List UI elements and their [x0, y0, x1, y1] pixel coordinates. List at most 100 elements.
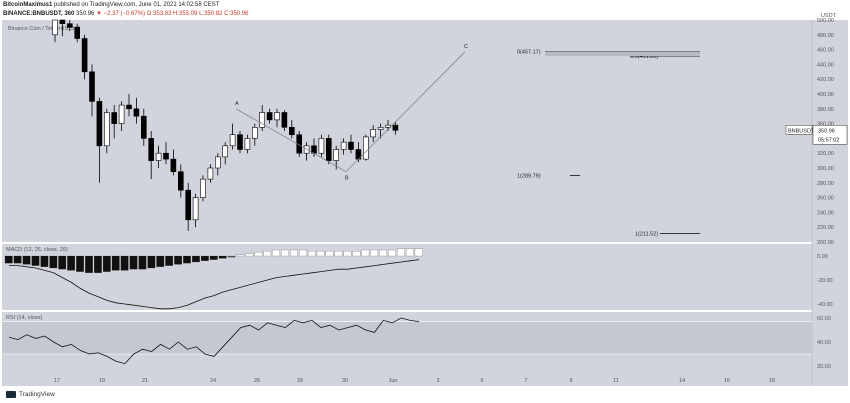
- price-tick-label: 460.00: [817, 48, 834, 54]
- macd-histogram-bar: [31, 255, 40, 266]
- price-tag-symbol-text: BNBUSDT: [788, 128, 815, 134]
- wave-label-b: B: [345, 176, 349, 182]
- level-label: 1(211.52): [635, 231, 658, 237]
- candle-body: [74, 27, 80, 39]
- candle-body: [178, 171, 184, 191]
- candle-body: [274, 112, 280, 121]
- macd-tick-label: 0.00: [817, 254, 828, 260]
- time-tick-label: 9: [569, 378, 572, 384]
- time-tick-label: 30: [342, 378, 348, 384]
- candle-body: [104, 112, 110, 147]
- time-tick-label: 18: [769, 378, 775, 384]
- symbol-name[interactable]: BINANCE:BNBUSDT, 360: [3, 11, 75, 17]
- macd-histogram-bar: [397, 248, 405, 257]
- macd-histogram-bar: [102, 255, 111, 272]
- candle-body: [252, 127, 258, 139]
- wave-abc-line: [235, 51, 466, 173]
- macd-title: MACD (12, 26, close, 26): [6, 247, 68, 253]
- rsi-tick-label: 20.00: [817, 364, 831, 370]
- candle-body: [229, 134, 236, 147]
- macd-histogram-bar: [58, 255, 67, 270]
- publish-info: BitcoinMaximus1 published on TradingView…: [3, 1, 219, 10]
- macd-histogram-bar: [388, 249, 396, 257]
- candle-body: [259, 112, 266, 128]
- macd-histogram-bar: [147, 255, 156, 269]
- symbol-info: BINANCE:BNBUSDT, 360 350.96 ▼ −2.37 (−0.…: [3, 10, 248, 19]
- time-tick-label: 16: [724, 378, 730, 384]
- candle-body: [215, 156, 221, 169]
- ohlc-high: H:355.09: [173, 11, 198, 17]
- candle-body: [200, 178, 206, 198]
- price-tick-label: 380.00: [817, 107, 834, 113]
- macd-histogram-bar: [138, 255, 147, 270]
- rsi-band: [2, 321, 812, 354]
- fib-zone: [545, 51, 700, 57]
- ohlc-close: C:350.96: [224, 11, 249, 17]
- price-axis-panel: [812, 20, 848, 386]
- macd-histogram-bar: [236, 254, 245, 257]
- candle-body: [318, 138, 325, 154]
- price-tick-label: 280.00: [817, 181, 834, 187]
- macd-histogram-bar: [13, 255, 22, 264]
- macd-histogram-bar: [4, 255, 13, 264]
- time-tick-label: 11: [613, 378, 619, 384]
- price-tick-label: 400.00: [817, 92, 834, 98]
- level-label: 1(289.79): [517, 174, 541, 180]
- macd-histogram-bar: [227, 255, 236, 258]
- macd-histogram-bar: [254, 252, 263, 257]
- candle-body: [325, 138, 332, 161]
- price-change: ▼ −2.37 (−0.67%): [96, 11, 146, 17]
- candle-body: [170, 158, 177, 172]
- ohlc-low: L:350.82: [199, 11, 223, 17]
- footer-brand[interactable]: TradingView: [19, 390, 55, 398]
- price-tick-label: 480.00: [817, 33, 834, 39]
- macd-histogram-bar: [245, 253, 254, 257]
- time-tick-label: 26: [254, 378, 260, 384]
- candle-body: [288, 127, 295, 136]
- time-tick-label: 21: [142, 378, 148, 384]
- rsi-tick-label: 40.00: [817, 340, 831, 346]
- candle-body: [281, 112, 288, 128]
- price-tag-symbol: [785, 125, 813, 135]
- macd-histogram-bar: [290, 249, 298, 257]
- candle-body: [340, 141, 347, 150]
- time-tick-label: 14: [679, 378, 685, 384]
- macd-histogram-bar: [129, 255, 138, 270]
- time-axis-panel: [2, 372, 812, 386]
- candle-body: [81, 38, 88, 73]
- macd-histogram-bar: [165, 255, 174, 266]
- candle-body: [296, 134, 303, 154]
- time-tick-label: 28: [297, 378, 303, 384]
- time-tick-label: 19: [99, 378, 105, 384]
- macd-histogram-bar: [325, 251, 334, 257]
- time-tick-label: Jun: [389, 378, 398, 384]
- macd-histogram-bar: [343, 251, 352, 257]
- macd-histogram-bar: [183, 255, 191, 264]
- macd-histogram-bar: [40, 255, 49, 267]
- price-tag-countdown: 05:57:02: [818, 137, 839, 143]
- macd-histogram-bar: [307, 251, 316, 257]
- candle-body: [133, 108, 140, 117]
- wave-label-c: C: [464, 44, 468, 50]
- level-label: 0.5(451.31): [630, 54, 658, 60]
- macd-histogram-bar: [209, 255, 218, 260]
- author-name[interactable]: BitcoinMaximus1: [3, 2, 53, 8]
- macd-histogram-bar: [414, 248, 423, 257]
- macd-line: [9, 259, 420, 310]
- price-tag-value: 350.96: [818, 128, 835, 134]
- macd-tick-label: -40.00: [817, 302, 833, 308]
- macd-histogram-bar: [192, 255, 200, 263]
- price-tick-label: 420.00: [817, 77, 834, 83]
- candle-body: [96, 101, 103, 147]
- macd-histogram-bar: [22, 255, 31, 265]
- macd-histogram-bar: [272, 249, 280, 257]
- macd-histogram-bar: [263, 251, 272, 257]
- candle-body: [392, 124, 399, 131]
- candle-body: [111, 112, 117, 124]
- candle-body: [67, 23, 73, 28]
- ohlc-open: O:353.83: [146, 11, 172, 17]
- candle-body: [148, 138, 154, 161]
- price-tag: [812, 125, 848, 145]
- candle-body: [192, 197, 199, 221]
